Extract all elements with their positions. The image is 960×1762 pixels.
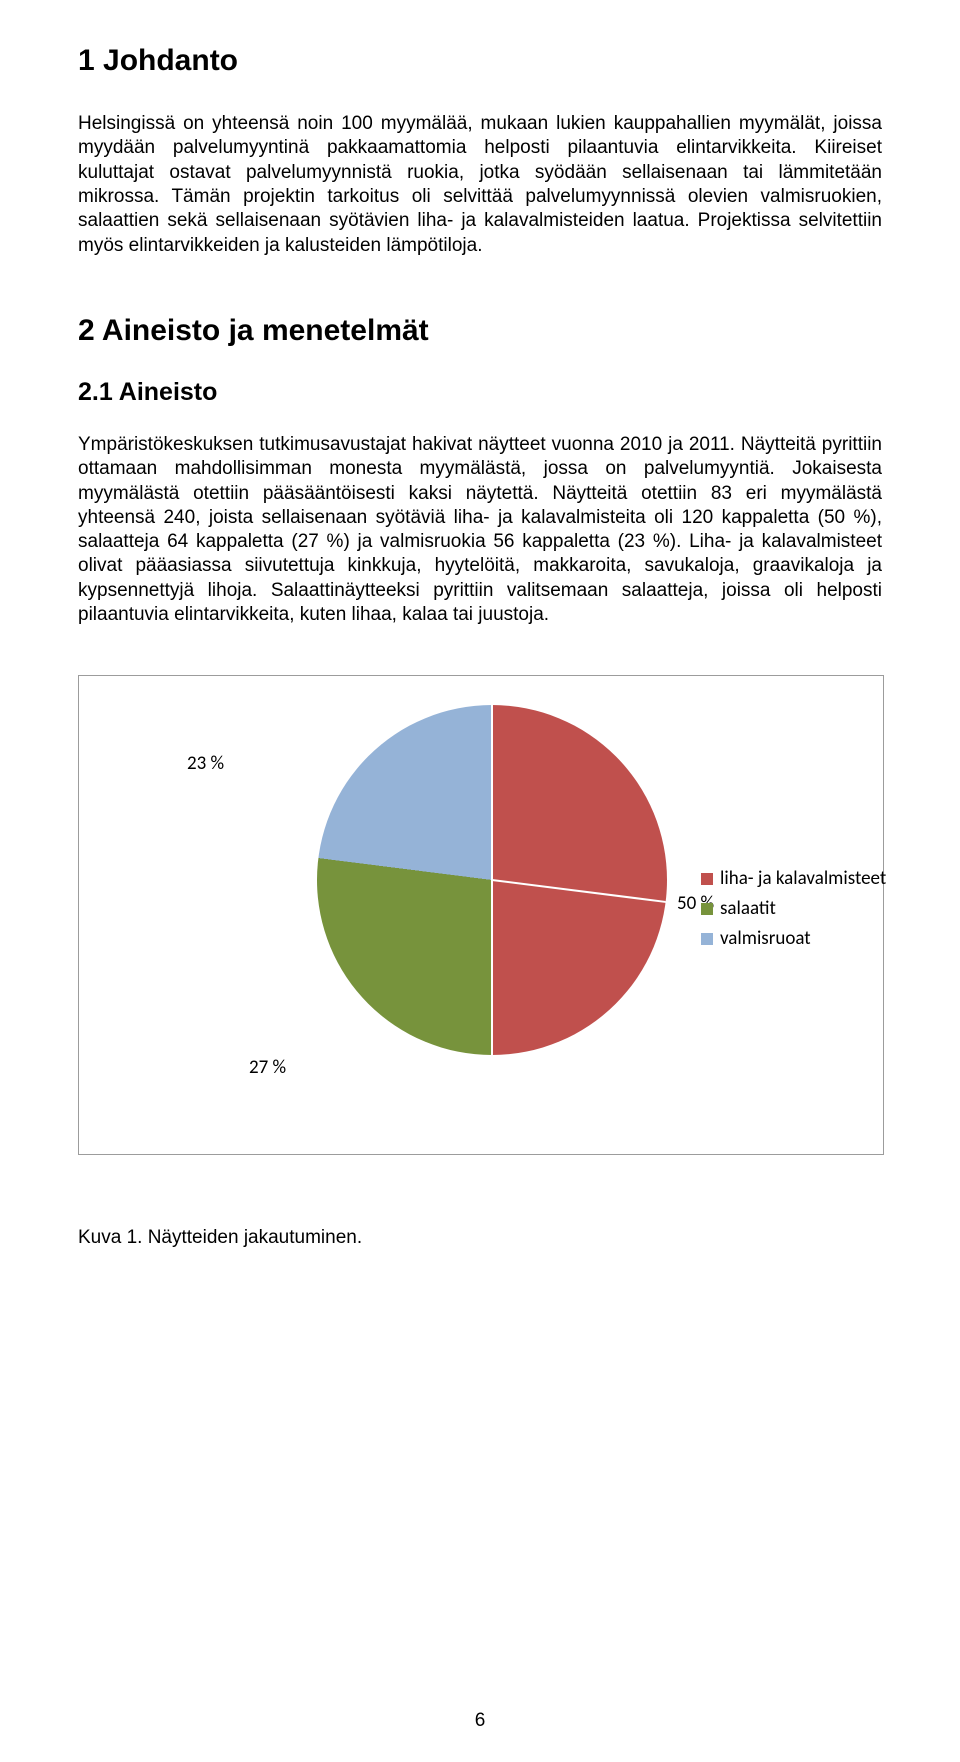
pie-chart-container: 50 %27 %23 % liha- ja kalavalmisteetsala… — [78, 675, 884, 1155]
pie-percent-label: 23 % — [187, 752, 224, 775]
chart-legend: liha- ja kalavalmisteet salaatit valmisruo… — [701, 860, 886, 957]
legend-label: valmisruoat — [720, 927, 811, 950]
section-2-1-heading: 2.1 Aineisto — [78, 378, 882, 407]
section-2-heading: 2 Aineisto ja menetelmät — [78, 314, 882, 348]
legend-item: valmisruoat — [701, 927, 886, 950]
figure-caption: Kuva 1. Näytteiden jakautuminen. — [78, 1227, 882, 1249]
section-1-heading: 1 Johdanto — [78, 44, 882, 78]
legend-swatch — [701, 933, 713, 945]
section-1-paragraph: Helsingissä on yhteensä noin 100 myymälä… — [78, 112, 882, 258]
pie-percent-label: 27 % — [249, 1056, 286, 1079]
pie-chart — [317, 705, 667, 1055]
document-page: 1 Johdanto Helsingissä on yhteensä noin … — [0, 0, 960, 1762]
legend-label: liha- ja kalavalmisteet — [720, 867, 886, 890]
legend-item: liha- ja kalavalmisteet — [701, 867, 886, 890]
page-number: 6 — [0, 1710, 960, 1732]
legend-swatch — [701, 873, 713, 885]
legend-item: salaatit — [701, 897, 886, 920]
legend-label: salaatit — [720, 897, 776, 920]
section-2-paragraph: Ympäristökeskuksen tutkimusavustajat hak… — [78, 433, 882, 628]
legend-swatch — [701, 903, 713, 915]
